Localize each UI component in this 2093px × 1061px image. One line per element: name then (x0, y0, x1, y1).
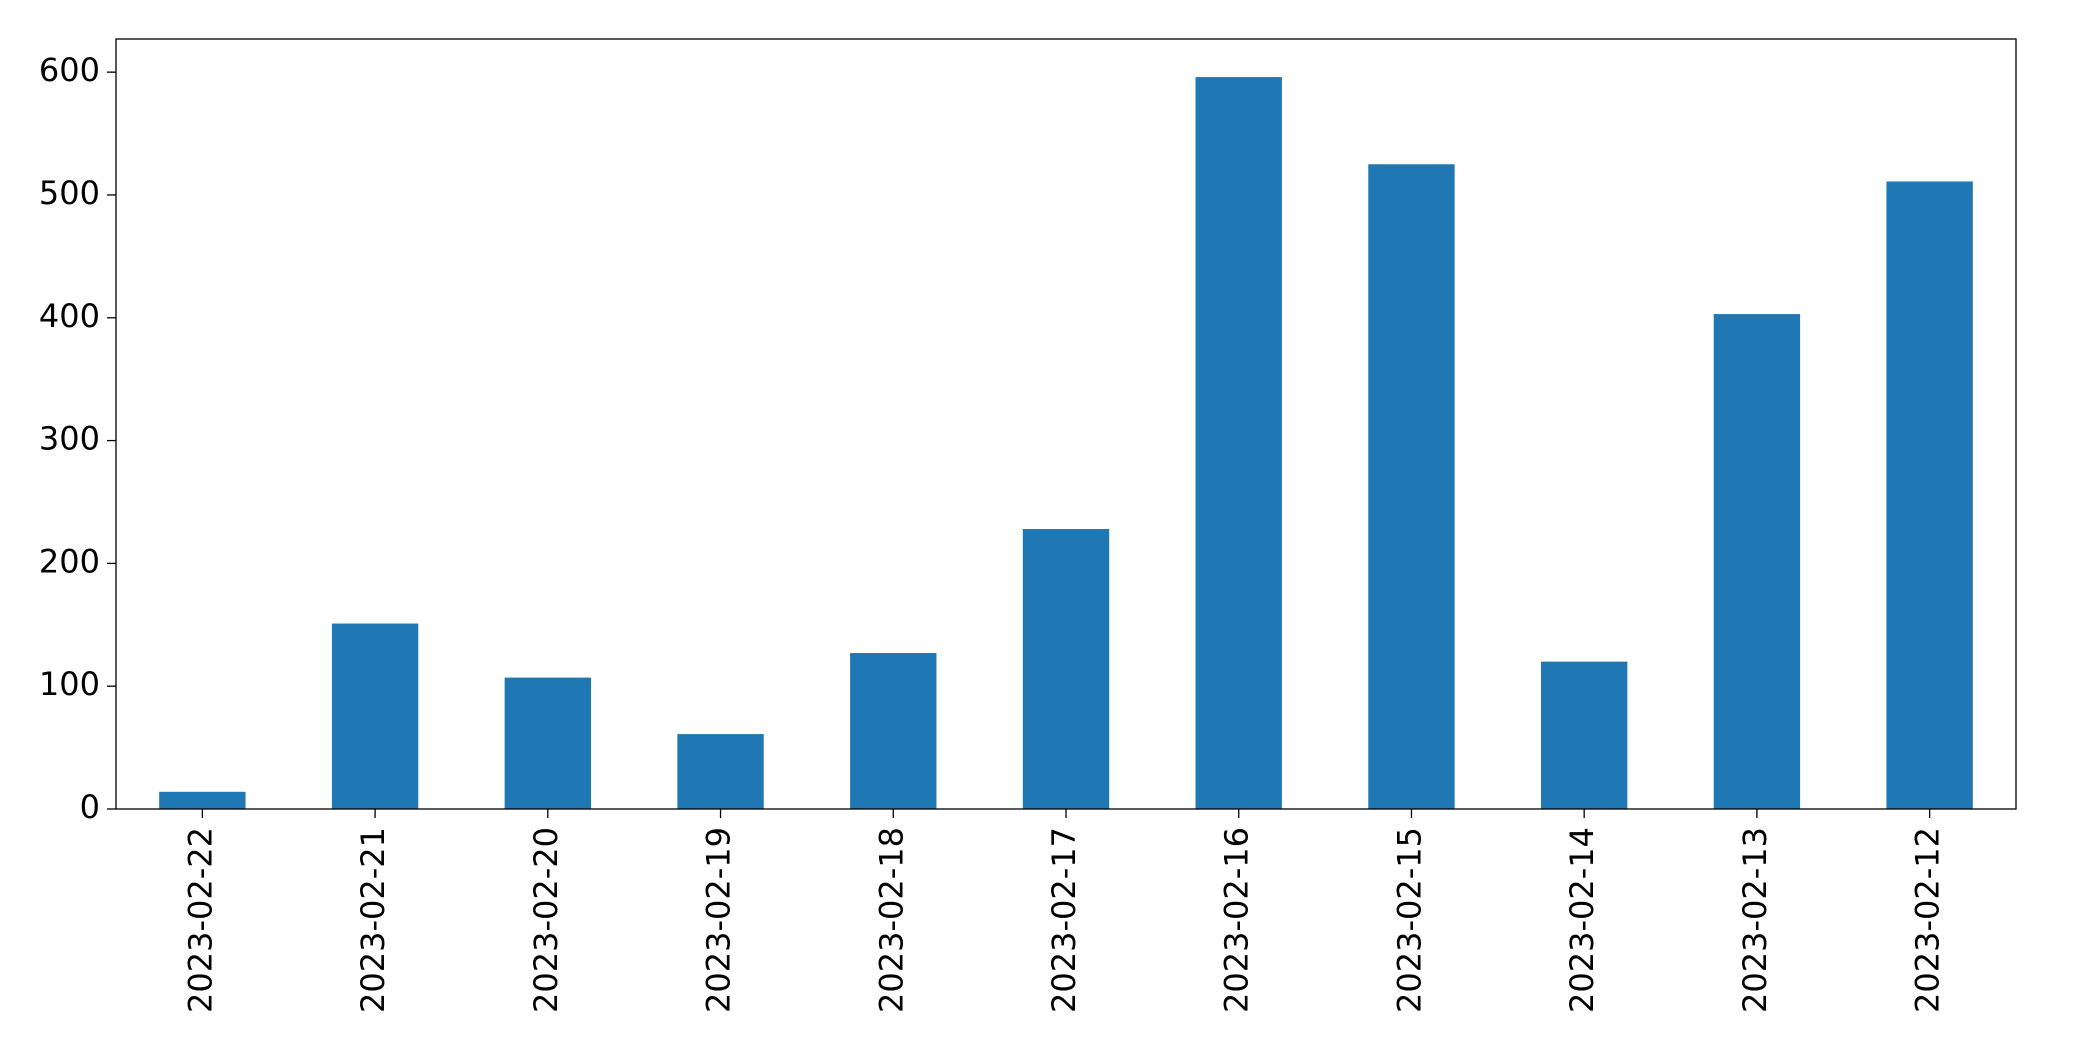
bar (331, 623, 419, 809)
x-tick-label: 2023-02-19 (700, 827, 738, 1013)
y-tick-label: 500 (39, 174, 100, 212)
x-tick-label: 2023-02-17 (1045, 827, 1083, 1013)
bar (1886, 181, 1973, 809)
bar (1541, 661, 1628, 809)
y-tick-label: 400 (39, 297, 100, 335)
x-tick-label: 2023-02-22 (181, 827, 219, 1013)
x-tick-label: 2023-02-14 (1563, 827, 1601, 1013)
bar (1713, 314, 1801, 809)
x-tick-label: 2023-02-13 (1736, 827, 1774, 1013)
x-tick-label: 2023-02-15 (1390, 827, 1428, 1013)
bar (677, 734, 764, 809)
bar (1195, 77, 1282, 809)
bar (850, 653, 937, 809)
x-tick-label: 2023-02-18 (872, 827, 910, 1013)
bar (1368, 164, 1455, 809)
y-tick-label: 0 (80, 788, 100, 826)
y-tick-label: 300 (39, 420, 100, 458)
x-tick-label: 2023-02-20 (527, 827, 565, 1013)
y-tick-label: 200 (39, 542, 100, 580)
plot-frame (115, 38, 2017, 810)
y-tick-label: 100 (39, 665, 100, 703)
bar (1022, 529, 1110, 809)
bar (504, 677, 591, 809)
bar (159, 791, 246, 809)
x-tick-label: 2023-02-12 (1909, 827, 1947, 1013)
y-tick-label: 600 (39, 51, 100, 89)
x-tick-label: 2023-02-21 (354, 827, 392, 1013)
x-tick-label: 2023-02-16 (1218, 827, 1256, 1013)
